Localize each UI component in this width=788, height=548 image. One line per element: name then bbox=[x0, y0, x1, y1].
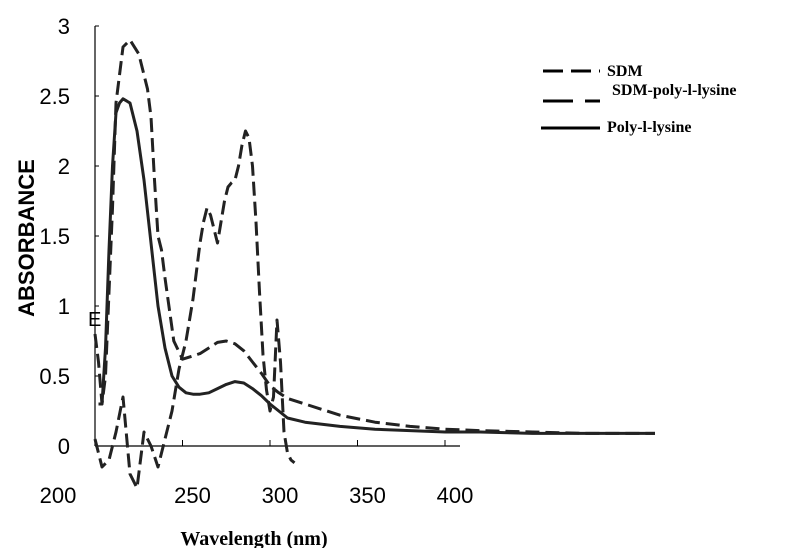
y-tick-label: 0 bbox=[58, 434, 70, 459]
series-line-sdm-poly-l-lysine bbox=[93, 38, 655, 435]
x-axis-label: Wavelength (nm) bbox=[180, 528, 327, 548]
series-line-sdm bbox=[93, 129, 296, 490]
series-line-poly-l-lysine bbox=[98, 97, 655, 435]
x-tick-label: 250 bbox=[174, 483, 211, 508]
y-tick-label: 1.5 bbox=[39, 224, 70, 249]
legend-label: SDM-poly-l-lysine bbox=[612, 82, 736, 99]
y-tick-group: 0 0.5 1 1.5 2 2.5 3 bbox=[39, 14, 99, 459]
stray-label-e: E bbox=[88, 309, 101, 331]
y-tick-label: 3 bbox=[58, 14, 70, 39]
x-tick-label: 300 bbox=[262, 483, 299, 508]
x-tick-label: 350 bbox=[349, 483, 386, 508]
y-tick-label: 0.5 bbox=[39, 364, 70, 389]
y-tick-label: 2.5 bbox=[39, 84, 70, 109]
x-tick-group: 200 250 300 350 400 bbox=[40, 440, 474, 508]
legend-label: SDM bbox=[607, 63, 643, 80]
y-tick-label: 1 bbox=[58, 294, 70, 319]
y-axis-label: ABSORBANCE bbox=[14, 159, 39, 317]
legend: SDM SDM-poly-l-lysine Poly-l-lysine bbox=[541, 63, 736, 136]
x-tick-label: 400 bbox=[437, 483, 474, 508]
x-tick-label: 200 bbox=[40, 483, 77, 508]
y-tick-label: 2 bbox=[58, 154, 70, 179]
series-layer bbox=[93, 38, 655, 490]
legend-label: Poly-l-lysine bbox=[607, 119, 691, 136]
